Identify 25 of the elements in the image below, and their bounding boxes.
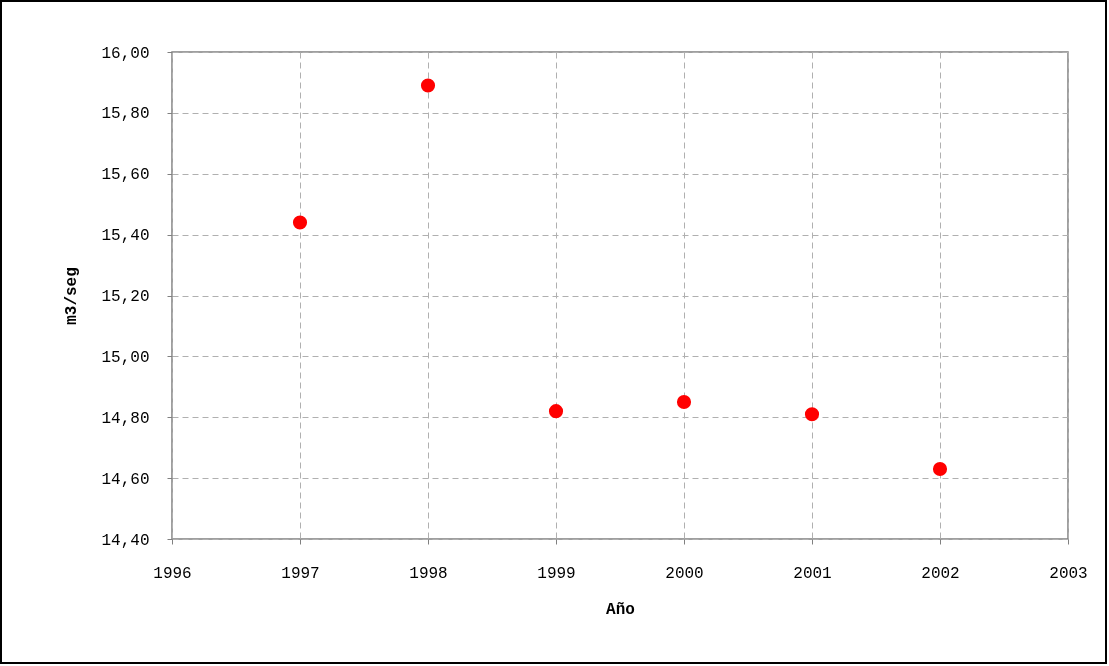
point bbox=[548, 404, 564, 419]
y-tick-label: 15,20 bbox=[101, 288, 150, 306]
x-tick-label: 2000 bbox=[665, 564, 704, 583]
x-tick-label: 2001 bbox=[793, 564, 832, 583]
y-tick-label: 14,40 bbox=[101, 531, 150, 550]
point bbox=[676, 394, 692, 410]
point bbox=[932, 461, 948, 477]
point bbox=[420, 78, 436, 93]
point bbox=[804, 407, 820, 422]
y-tick-label: 15,00 bbox=[101, 348, 150, 367]
y-tick-label: 14,60 bbox=[101, 470, 150, 489]
x-axis-title: Año bbox=[606, 600, 635, 619]
x-tick-label: 1997 bbox=[281, 564, 320, 583]
x-tick-label: 2003 bbox=[1049, 564, 1088, 583]
x-tick-label: 2002 bbox=[921, 564, 960, 583]
y-tick-label: 16,00 bbox=[101, 44, 150, 63]
x-tick-label: 1999 bbox=[537, 564, 576, 583]
x-tick-label: 1998 bbox=[409, 564, 448, 583]
x-tick-label: 1996 bbox=[153, 564, 192, 583]
y-tick-label: 15,60 bbox=[101, 166, 150, 185]
y-tick-label: 14,80 bbox=[101, 409, 150, 428]
y-tick-label: 15,80 bbox=[101, 105, 150, 124]
y-axis-title: m3/seg bbox=[63, 267, 82, 325]
point bbox=[292, 215, 308, 230]
y-tick-label: 15,40 bbox=[101, 227, 150, 246]
